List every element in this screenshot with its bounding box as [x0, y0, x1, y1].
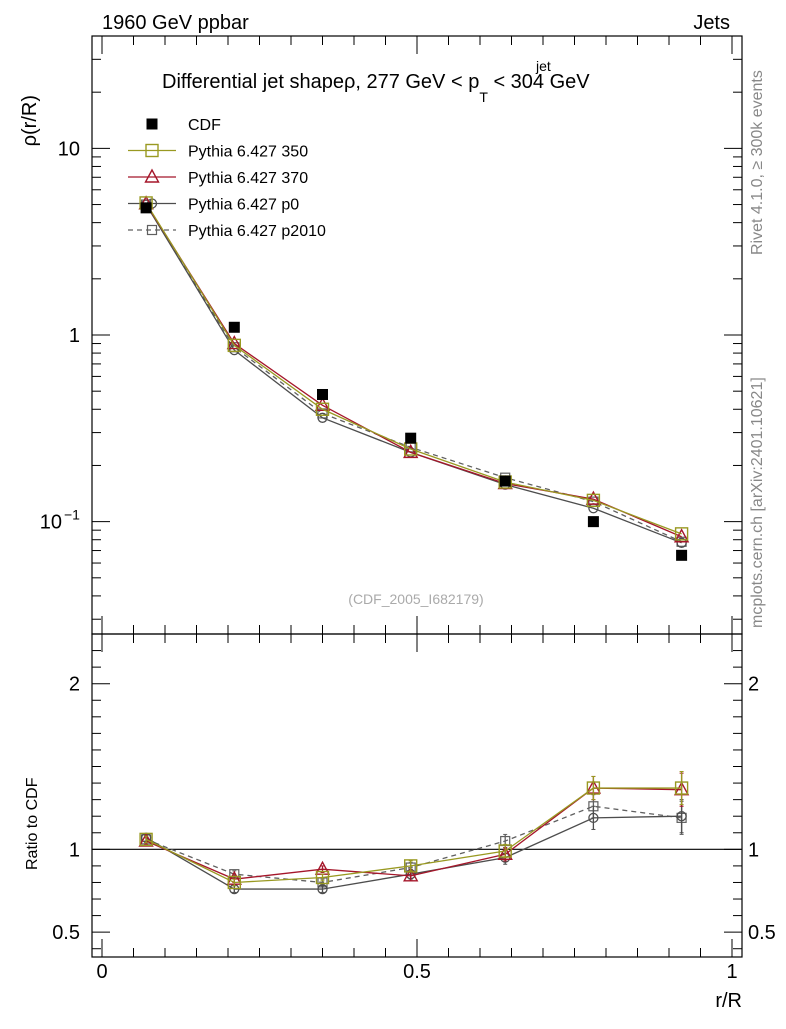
ratio-point-p350: [586, 781, 601, 795]
series-p0: [140, 199, 687, 548]
ratio-point-p370: [403, 867, 419, 882]
ratio-ytick-label-right: 0.5: [748, 922, 776, 944]
main-ytick-label-exp: −1: [64, 507, 80, 523]
series-cdf: [140, 202, 688, 561]
ratio-frame: [91, 633, 743, 958]
ratio-series-p370: [138, 772, 690, 885]
rivet-label: Rivet 4.1.0, ≥ 300k events: [749, 70, 766, 255]
legend-label: Pythia 6.427 350: [188, 144, 308, 161]
legend: CDF Pythia 6.427 350 Pythia 6.427 370 Pythi…: [128, 117, 326, 240]
ratio-point-p350: [315, 870, 330, 885]
data-point-cdf: [405, 432, 417, 444]
data-point-p0: [676, 537, 687, 548]
data-point-p350: [227, 338, 242, 353]
data-point-cdf: [587, 516, 599, 528]
ratio-point-p350: [139, 832, 153, 847]
legend-marker: [146, 224, 158, 236]
ratio-point-p370: [497, 845, 513, 861]
legend-item: Pythia 6.427 p2010: [128, 223, 326, 240]
mcplots-label: mcplots.cern.ch [arXiv:2401.10621]: [749, 377, 766, 628]
data-point-p0: [317, 412, 328, 423]
ratio-series: [138, 770, 690, 895]
ratio-ytick-label-right: 1: [748, 839, 759, 861]
data-point-p370: [673, 528, 690, 543]
ratio-point-p350: [227, 875, 242, 890]
ratio-ytick-label: 0.5: [52, 922, 80, 944]
legend-marker: [146, 118, 158, 130]
ratio-ytick-labels: 2 2 1 1 0.5 0.5: [52, 674, 776, 944]
main-title-post: < 304 GeV: [488, 71, 590, 93]
series-line-p370: [145, 203, 682, 538]
ratio-ticks: [92, 634, 742, 957]
ratio-point-p350: [498, 844, 512, 858]
main-title-sub: T: [479, 89, 488, 105]
main-ytick-label: 1: [69, 325, 80, 347]
data-point-cdf: [499, 475, 511, 487]
main-ylabel: ρ(r/R): [19, 95, 41, 146]
ratio-series-p350: [139, 770, 689, 890]
data-point-p370: [585, 490, 602, 505]
ratio-xtick-label: 1: [726, 961, 737, 983]
main-ytick-label: 10: [40, 512, 62, 534]
ratio-ytick-label: 2: [69, 674, 80, 696]
ratio-xtick-label: 0.5: [403, 961, 431, 983]
ratio-xtick-labels: 0 0.5 1: [96, 961, 737, 983]
data-point-p350: [586, 493, 601, 508]
data-point-cdf: [140, 202, 152, 214]
ratio-ytick-label: 1: [69, 839, 80, 861]
data-point-p370: [403, 443, 419, 459]
legend-label: Pythia 6.427 p0: [188, 197, 299, 214]
data-point-p370: [226, 335, 242, 350]
main-watermark: (CDF_2005_I682179): [348, 591, 483, 607]
ratio-series-p0: [140, 799, 687, 895]
data-point-p350: [674, 527, 689, 541]
legend-label: CDF: [188, 117, 221, 134]
data-point-cdf: [228, 321, 240, 333]
legend-item: Pythia 6.427 p0: [128, 197, 299, 214]
ratio-ylabel: Ratio to CDF: [24, 777, 41, 870]
main-title-sup: jet: [535, 58, 551, 74]
legend-item: Pythia 6.427 350: [128, 144, 308, 161]
series-line-p350: [145, 202, 682, 535]
ratio-point-p350: [674, 781, 689, 795]
legend-item: Pythia 6.427 370: [128, 168, 308, 187]
series-p370: [138, 195, 690, 543]
legend-marker: [144, 168, 160, 183]
ratio-point-p350: [404, 859, 418, 873]
process-label: Jets: [693, 12, 730, 34]
ratio-point-p0: [588, 812, 599, 824]
ratio-point-p0: [676, 811, 687, 822]
ratio-xtick-label: 0: [96, 961, 107, 983]
data-point-cdf: [317, 388, 328, 400]
main-title: Differential jet shapeρ, 277 GeV < pT < …: [162, 71, 590, 105]
ratio-ytick-label-right: 2: [748, 674, 759, 696]
main-ticks: [92, 35, 742, 634]
legend-item: CDF: [146, 117, 221, 134]
legend-label: Pythia 6.427 370: [188, 170, 308, 187]
ratio-point-p0: [317, 883, 328, 895]
data-point-p370: [314, 396, 331, 412]
ratio-panel: 2 21 10.5 0.5 0 0.5 1 Ratio to CDF r/R: [24, 633, 776, 1012]
legend-label: Pythia 6.427 p2010: [188, 223, 326, 240]
series-line-p0: [145, 204, 682, 544]
energy-label: 1960 GeV ppbar: [102, 12, 249, 34]
main-series: [138, 195, 690, 561]
series-p2010: [141, 199, 687, 547]
ratio-xlabel: r/R: [715, 990, 742, 1012]
data-point-p350: [315, 402, 330, 416]
series-line-p2010: [145, 204, 682, 543]
data-point-cdf: [676, 549, 688, 561]
main-title-pre: Differential jet shapeρ, 277 GeV < p: [162, 71, 479, 93]
ratio-line-p350: [145, 787, 682, 884]
legend-marker: [145, 143, 159, 158]
main-ytick-label: 10: [58, 138, 80, 160]
series-p350: [139, 196, 689, 541]
